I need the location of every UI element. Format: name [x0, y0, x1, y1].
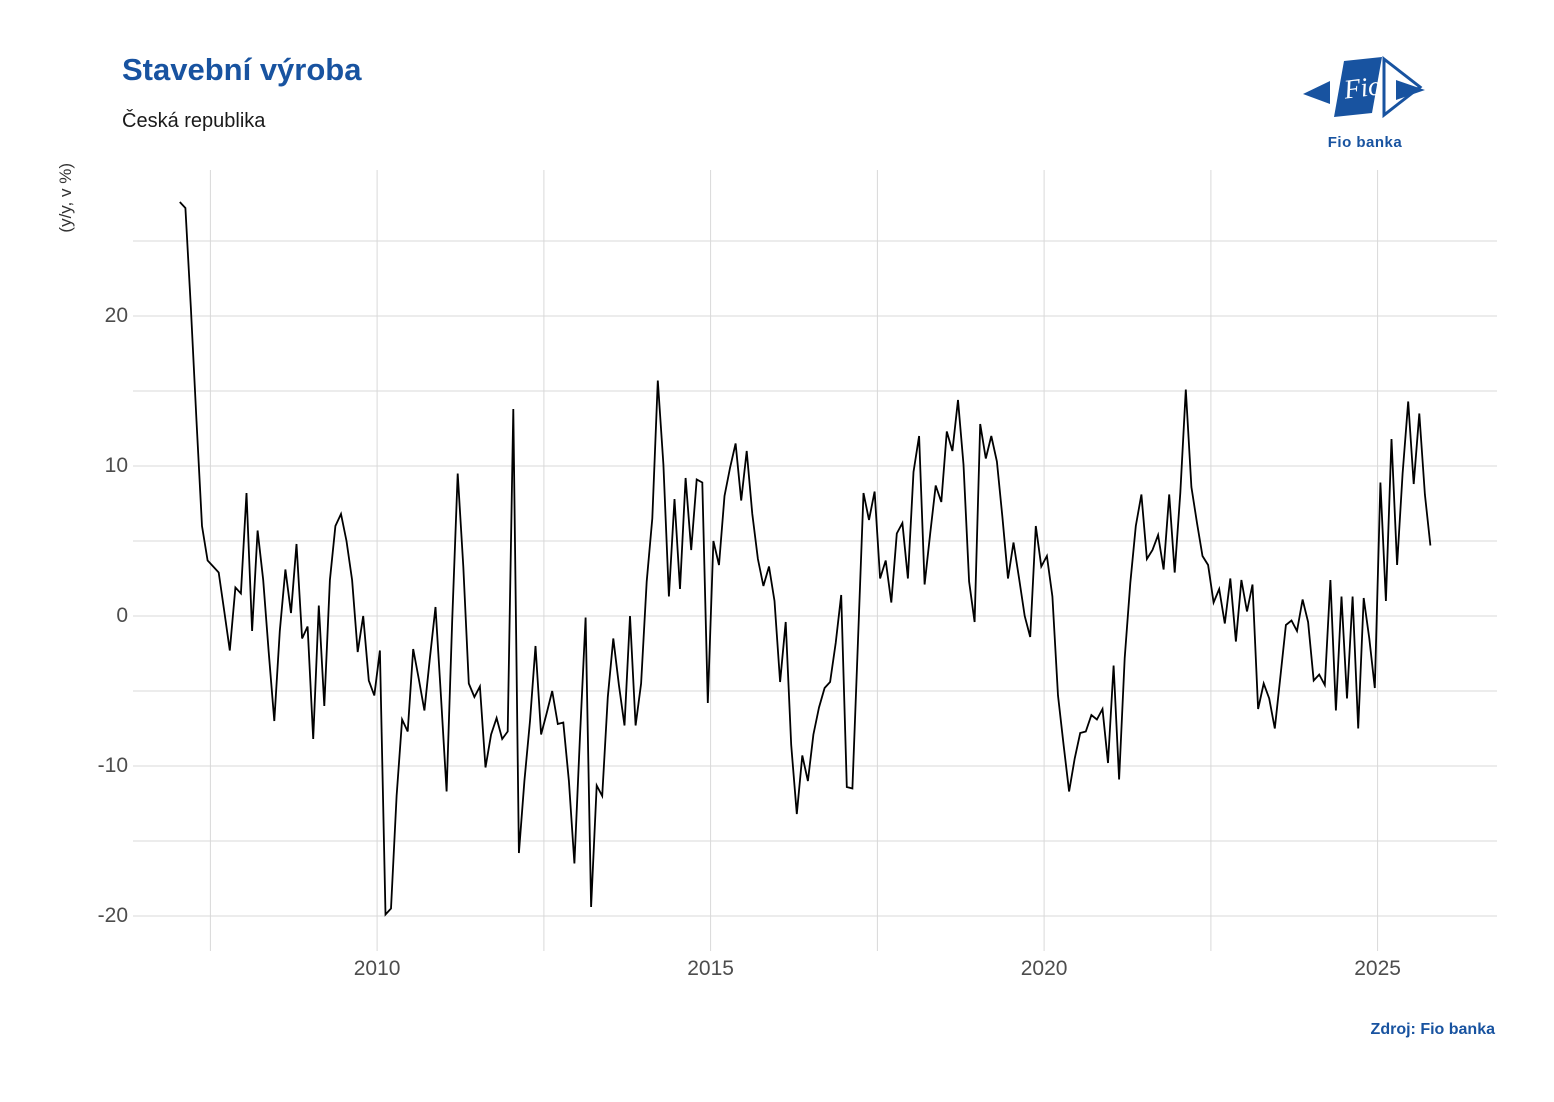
- fio-banka-logo: Fio Fio banka: [1303, 53, 1427, 151]
- logo-right-arrow-shape: [1396, 80, 1425, 100]
- logo-mark-text: Fio: [1341, 70, 1383, 104]
- page-subtitle: Česká republika: [122, 110, 266, 132]
- x-tick-label-2015: 2015: [687, 957, 734, 980]
- y-tick-label-0: 0: [116, 604, 128, 627]
- y-axis-title: (y/y, v %): [56, 163, 75, 233]
- x-tick-label-2010: 2010: [353, 957, 401, 980]
- y-tick-label-20: 20: [104, 303, 128, 327]
- construction-output-line-chart: [133, 170, 1497, 951]
- y-tick-label--20: -20: [97, 904, 128, 928]
- logo-flag-shape: [1334, 57, 1382, 117]
- y-tick-label-10: 10: [104, 453, 128, 477]
- x-tick-label-2020: 2020: [1020, 957, 1068, 980]
- data-series-line: [179, 201, 1432, 917]
- fio-logo-icon: Fio: [1303, 55, 1425, 119]
- x-tick-label-2025: 2025: [1354, 957, 1401, 980]
- logo-caption: Fio banka: [1327, 134, 1403, 151]
- line-chart-plot-area: [133, 170, 1497, 951]
- source-note: Zdroj: Fio banka: [1370, 1021, 1495, 1038]
- y-tick-label--10: -10: [97, 754, 128, 778]
- logo-left-arrow-shape: [1303, 81, 1330, 104]
- page-title: Stavební výroba: [122, 52, 362, 87]
